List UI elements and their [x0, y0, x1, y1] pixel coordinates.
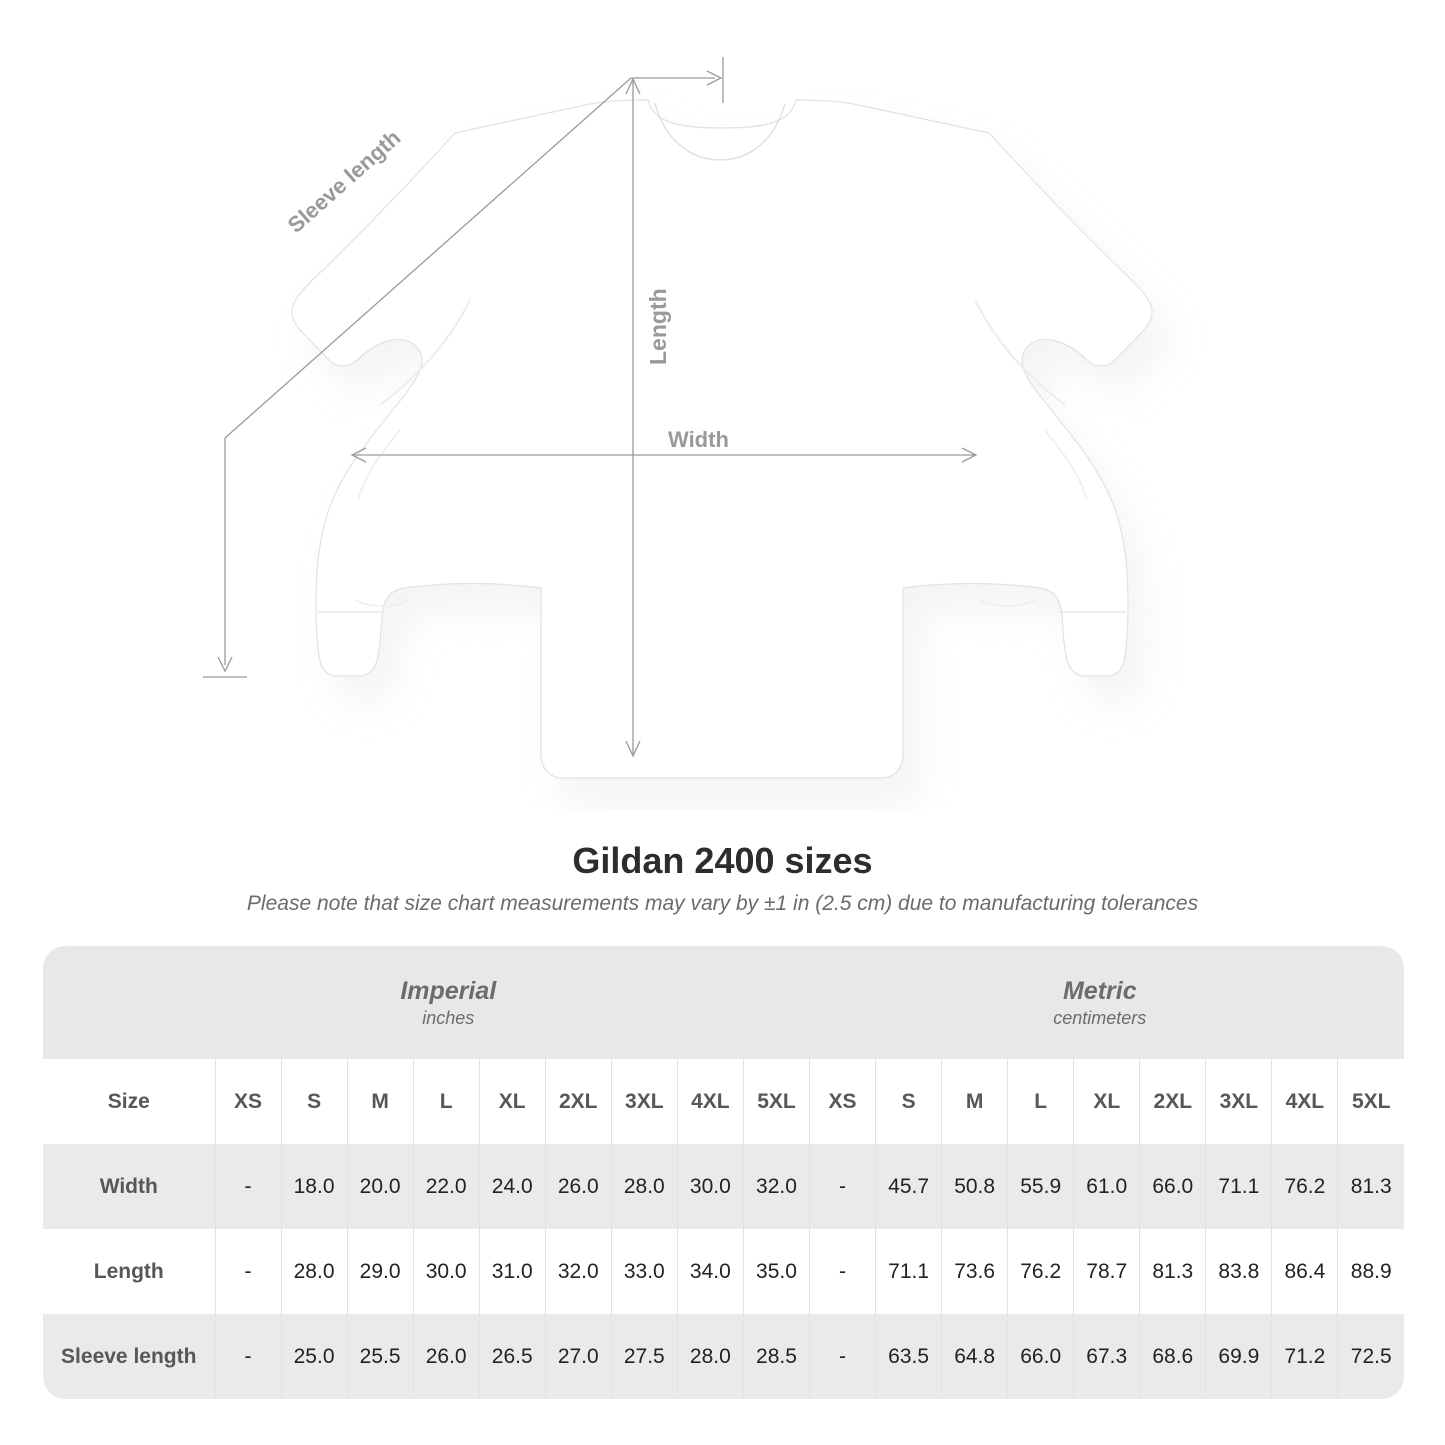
- svg-text:Length: Length: [645, 288, 671, 365]
- svg-text:Width: Width: [668, 427, 729, 452]
